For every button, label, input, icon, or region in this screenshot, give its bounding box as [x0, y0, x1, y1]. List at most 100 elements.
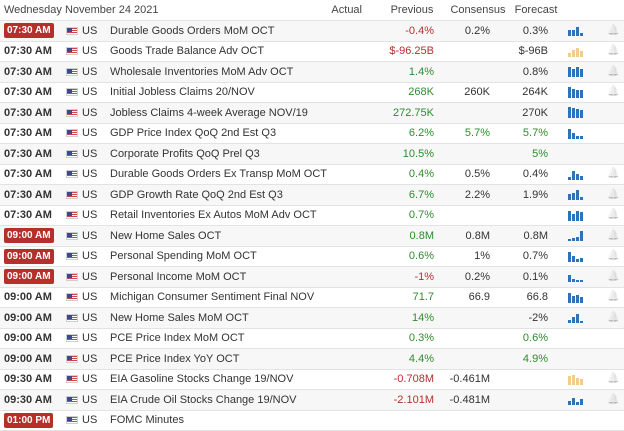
bell-icon[interactable]: 🔔: [607, 65, 620, 77]
event-row[interactable]: 07:30 AM US Wholesale Inventories MoM Adv …: [0, 62, 624, 83]
event-time-cell: 07:30 AM: [4, 206, 58, 226]
event-row[interactable]: 07:30 AM US Jobless Claims 4-week Average …: [0, 103, 624, 124]
event-name-link[interactable]: EIA Gasoline Stocks Change 19/NOV: [110, 373, 294, 386]
event-row[interactable]: 09:00 AM US Personal Spending MoM OCT 0.6% 1…: [0, 247, 624, 267]
sparkline-bar: [568, 194, 571, 201]
bell-icon[interactable]: 🔔: [607, 24, 620, 36]
event-name-link[interactable]: PCE Price Index YoY OCT: [110, 352, 240, 365]
history-sparkline[interactable]: [568, 247, 590, 267]
history-sparkline[interactable]: [568, 226, 590, 246]
event-row[interactable]: 09:00 AM US Michigan Consumer Sentiment Fi…: [0, 288, 624, 308]
history-sparkline[interactable]: [568, 288, 590, 308]
event-name-link[interactable]: Initial Jobless Claims 20/NOV: [110, 86, 255, 99]
event-name-link[interactable]: Retail Inventories Ex Autos MoM Adv OCT: [110, 209, 317, 222]
calendar-date: Wednesday November 24 2021: [4, 4, 159, 16]
event-name-link[interactable]: Corporate Profits QoQ Prel Q3: [110, 147, 260, 160]
bell-icon[interactable]: 🔔: [607, 168, 620, 180]
history-sparkline[interactable]: [568, 329, 590, 349]
bell-icon[interactable]: [605, 103, 619, 123]
event-row[interactable]: 09:00 AM US New Home Sales OCT 0.8M 0.8M 0.8M…: [0, 226, 624, 247]
history-sparkline[interactable]: [568, 206, 590, 226]
event-name-link[interactable]: Jobless Claims 4-week Average NOV/19: [110, 106, 308, 119]
history-sparkline[interactable]: [568, 308, 590, 328]
event-row[interactable]: 07:30 AM US Retail Inventories Ex Autos Mo…: [0, 206, 624, 226]
event-row[interactable]: 07:30 AM US Corporate Profits QoQ Prel Q3 1…: [0, 144, 624, 165]
us-flag-icon: [66, 21, 78, 41]
bell-icon[interactable]: 🔔: [607, 209, 620, 221]
sparkline-bar: [580, 321, 583, 324]
col-forecast-header[interactable]: Forecast: [514, 4, 558, 16]
event-time-cell: 07:30 AM: [4, 42, 58, 62]
event-name-link[interactable]: Michigan Consumer Sentiment Final NOV: [110, 291, 315, 304]
history-sparkline[interactable]: [568, 370, 590, 390]
history-sparkline[interactable]: [568, 62, 590, 82]
event-row[interactable]: 07:30 AM US Initial Jobless Claims 20/NOV 2…: [0, 83, 624, 103]
sparkline-bar: [568, 320, 571, 324]
history-sparkline[interactable]: [568, 349, 590, 369]
event-row[interactable]: 07:30 AM US Durable Goods Orders Ex Transp…: [0, 165, 624, 185]
col-consensus-header[interactable]: Consensus: [450, 4, 506, 16]
event-row[interactable]: 09:00 AM US PCE Price Index YoY OCT 4.4% 4.9…: [0, 349, 624, 370]
event-row[interactable]: 09:00 AM US PCE Price Index MoM OCT 0.3% 0.6…: [0, 329, 624, 349]
bell-icon[interactable]: 🔔: [607, 270, 620, 282]
bell-icon[interactable]: [605, 349, 619, 369]
event-previous: 0.6%: [408, 250, 434, 263]
event-actual: [330, 185, 362, 205]
history-sparkline[interactable]: [568, 185, 590, 205]
event-name-link[interactable]: Personal Spending MoM OCT: [110, 250, 257, 263]
bell-icon[interactable]: 🔔: [607, 393, 620, 405]
event-row[interactable]: 01:00 PM US FOMC Minutes: [0, 411, 624, 431]
history-sparkline[interactable]: [568, 390, 590, 410]
event-name-link[interactable]: Personal Income MoM OCT: [110, 270, 247, 283]
col-actual-header[interactable]: Actual: [331, 4, 362, 16]
history-sparkline[interactable]: [568, 124, 590, 144]
us-flag-icon: [66, 124, 78, 144]
event-name-link[interactable]: Durable Goods Orders Ex Transp MoM OCT: [110, 168, 328, 181]
event-name-link[interactable]: New Home Sales OCT: [110, 229, 222, 242]
event-row[interactable]: 09:30 AM US EIA Gasoline Stocks Change 19/…: [0, 370, 624, 390]
history-sparkline[interactable]: [568, 144, 590, 164]
event-name-link[interactable]: Durable Goods Orders MoM OCT: [110, 24, 275, 37]
us-flag-icon: [66, 267, 78, 287]
event-name-link[interactable]: New Home Sales MoM OCT: [110, 311, 249, 324]
event-name-link[interactable]: PCE Price Index MoM OCT: [110, 332, 245, 345]
bell-icon[interactable]: [605, 124, 619, 144]
bell-icon[interactable]: 🔔: [607, 229, 620, 241]
bell-icon[interactable]: 🔔: [607, 373, 620, 385]
event-time: 09:00 AM: [4, 311, 52, 324]
history-sparkline[interactable]: [568, 411, 590, 431]
history-sparkline[interactable]: [568, 83, 590, 103]
event-name-link[interactable]: FOMC Minutes: [110, 414, 184, 427]
history-sparkline[interactable]: [568, 21, 590, 41]
event-name-link[interactable]: EIA Crude Oil Stocks Change 19/NOV: [110, 393, 297, 406]
history-sparkline[interactable]: [568, 165, 590, 185]
event-name-link[interactable]: GDP Growth Rate QoQ 2nd Est Q3: [110, 188, 283, 201]
event-row[interactable]: 09:00 AM US Personal Income MoM OCT -1% 0.2%…: [0, 267, 624, 288]
event-name-link[interactable]: Wholesale Inventories MoM Adv OCT: [110, 65, 294, 78]
event-forecast: 5.7%: [522, 127, 548, 140]
col-previous-header[interactable]: Previous: [390, 4, 434, 16]
history-sparkline[interactable]: [568, 42, 590, 62]
bell-icon[interactable]: [605, 411, 619, 431]
bell-icon[interactable]: [605, 329, 619, 349]
event-time-cell: 07:30 AM: [4, 185, 58, 205]
bell-icon[interactable]: 🔔: [607, 86, 620, 98]
event-row[interactable]: 07:30 AM US Durable Goods Orders MoM OCT -0…: [0, 21, 624, 42]
bell-icon[interactable]: 🔔: [607, 250, 620, 262]
bell-icon[interactable]: 🔔: [607, 45, 620, 57]
event-name-link[interactable]: GDP Price Index QoQ 2nd Est Q3: [110, 127, 277, 140]
history-sparkline[interactable]: [568, 267, 590, 287]
event-consensus: [440, 103, 490, 123]
event-row[interactable]: 07:30 AM US GDP Growth Rate QoQ 2nd Est Q3…: [0, 185, 624, 206]
event-row[interactable]: 09:30 AM US EIA Crude Oil Stocks Change 19…: [0, 390, 624, 411]
bell-icon[interactable]: 🔔: [607, 311, 620, 323]
bell-icon[interactable]: 🔔: [607, 291, 620, 303]
event-row[interactable]: 09:00 AM US New Home Sales MoM OCT 14% -2% 🔔: [0, 308, 624, 329]
event-name-link[interactable]: Goods Trade Balance Adv OCT: [110, 45, 265, 58]
event-row[interactable]: 07:30 AM US Goods Trade Balance Adv OCT $-9…: [0, 42, 624, 62]
event-row[interactable]: 07:30 AM US GDP Price Index QoQ 2nd Est Q3…: [0, 124, 624, 144]
bell-icon[interactable]: [605, 144, 619, 164]
event-previous: -1%: [414, 270, 434, 283]
history-sparkline[interactable]: [568, 103, 590, 123]
bell-icon[interactable]: 🔔: [607, 188, 620, 200]
